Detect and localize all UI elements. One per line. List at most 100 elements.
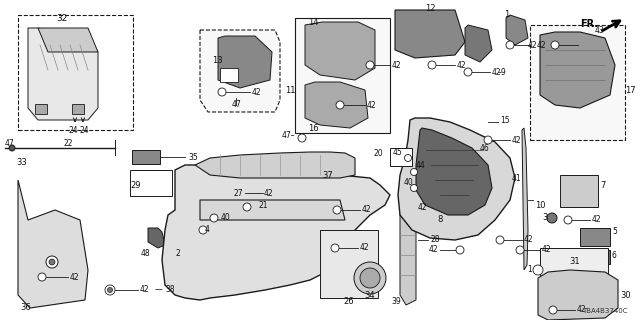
Circle shape: [333, 206, 341, 214]
Circle shape: [496, 236, 504, 244]
Polygon shape: [305, 82, 368, 128]
Text: 30: 30: [620, 291, 630, 300]
Text: TBA4B3740C: TBA4B3740C: [582, 308, 628, 314]
Text: 42: 42: [263, 188, 273, 197]
Polygon shape: [168, 228, 185, 245]
Bar: [220, 68, 238, 82]
Text: 44: 44: [415, 161, 425, 170]
Text: 42: 42: [360, 244, 370, 252]
Polygon shape: [195, 152, 355, 178]
Polygon shape: [465, 25, 492, 62]
Text: 28: 28: [430, 236, 440, 244]
Text: 47: 47: [231, 100, 241, 108]
Text: 42: 42: [577, 306, 587, 315]
Circle shape: [456, 246, 464, 254]
Bar: [35, 104, 47, 114]
Text: 34: 34: [365, 291, 375, 300]
Text: 42: 42: [418, 203, 428, 212]
Bar: [320, 230, 378, 298]
Polygon shape: [540, 32, 615, 108]
Polygon shape: [416, 128, 492, 215]
Bar: [540, 248, 608, 286]
Text: 45: 45: [392, 148, 402, 156]
Circle shape: [484, 136, 492, 144]
Text: 38: 38: [165, 285, 175, 294]
Text: 43: 43: [595, 26, 605, 35]
Circle shape: [533, 265, 543, 275]
Text: 42: 42: [252, 87, 262, 97]
Polygon shape: [305, 22, 375, 80]
Text: 16: 16: [308, 124, 319, 132]
Text: –9: –9: [498, 68, 507, 76]
Polygon shape: [200, 200, 345, 220]
Text: 33: 33: [17, 157, 28, 166]
Bar: [390, 148, 412, 166]
Text: 37: 37: [323, 171, 333, 180]
Text: 42: 42: [527, 41, 537, 50]
Circle shape: [366, 61, 374, 69]
Text: 27: 27: [234, 188, 243, 197]
Text: 42: 42: [524, 236, 534, 244]
Text: 29: 29: [130, 180, 141, 189]
Bar: [132, 150, 160, 164]
Circle shape: [464, 68, 472, 76]
Text: 42: 42: [362, 205, 372, 214]
Text: 12: 12: [425, 4, 435, 12]
Text: 42: 42: [140, 285, 150, 294]
Bar: [580, 228, 610, 246]
Text: 42: 42: [537, 41, 547, 50]
Circle shape: [404, 155, 412, 162]
Bar: [582, 250, 610, 264]
Circle shape: [516, 246, 524, 254]
Text: 17: 17: [625, 85, 636, 94]
Text: 7: 7: [600, 180, 605, 189]
Text: 26: 26: [344, 298, 355, 307]
Bar: [530, 25, 625, 140]
Text: 13: 13: [212, 55, 223, 65]
Text: 35: 35: [188, 153, 198, 162]
Polygon shape: [200, 30, 280, 112]
Text: 24: 24: [68, 125, 78, 134]
Text: 42: 42: [70, 273, 79, 282]
Text: 3: 3: [543, 213, 548, 222]
Text: 42: 42: [542, 245, 552, 254]
Text: 42: 42: [492, 68, 502, 76]
Text: 4: 4: [205, 226, 210, 235]
Circle shape: [506, 41, 514, 49]
Text: 41: 41: [512, 173, 522, 182]
Text: 1: 1: [527, 266, 532, 275]
Circle shape: [49, 259, 55, 265]
Text: 22: 22: [63, 139, 73, 148]
Circle shape: [199, 226, 207, 234]
Circle shape: [360, 268, 380, 288]
Polygon shape: [398, 118, 515, 240]
Text: 42: 42: [512, 135, 522, 145]
Text: 39: 39: [391, 298, 401, 307]
Bar: [130, 170, 172, 196]
Text: 5: 5: [612, 228, 617, 236]
Text: 47: 47: [5, 139, 15, 148]
Bar: [18, 15, 133, 130]
Text: FR.: FR.: [580, 19, 598, 29]
Polygon shape: [522, 128, 528, 270]
Circle shape: [9, 145, 15, 151]
Text: 36: 36: [20, 303, 31, 313]
Text: 2: 2: [175, 249, 180, 258]
Text: 42: 42: [392, 60, 402, 69]
Text: 21: 21: [258, 201, 268, 210]
Text: 40: 40: [403, 178, 413, 187]
Text: 46: 46: [480, 143, 490, 153]
Text: 48: 48: [140, 249, 150, 258]
Polygon shape: [538, 270, 618, 320]
Text: 10: 10: [535, 201, 545, 210]
Text: 40: 40: [220, 213, 230, 222]
Text: 42: 42: [592, 215, 602, 225]
Polygon shape: [28, 28, 98, 120]
Bar: [560, 175, 598, 207]
Polygon shape: [38, 28, 98, 52]
Circle shape: [331, 244, 339, 252]
Circle shape: [38, 273, 46, 281]
Polygon shape: [395, 10, 465, 58]
Text: 47–: 47–: [282, 131, 295, 140]
Text: —: —: [155, 285, 163, 294]
